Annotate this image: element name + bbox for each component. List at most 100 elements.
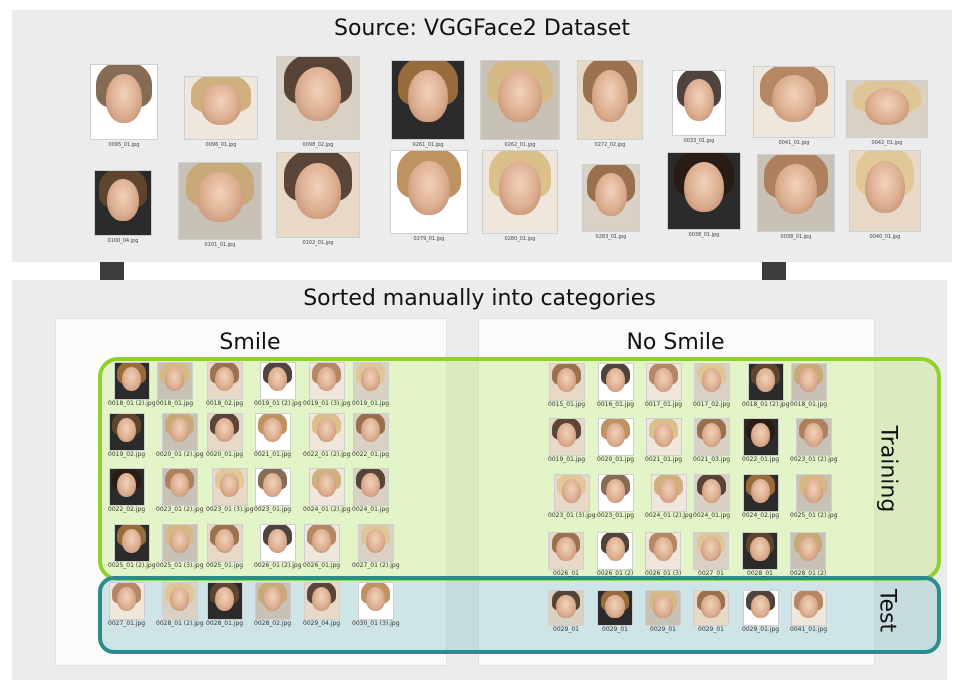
face-photo-icon bbox=[308, 362, 345, 400]
face-photo-icon bbox=[276, 56, 360, 140]
image-filename: 0021_01.jpg bbox=[645, 456, 683, 463]
training-label: Training bbox=[875, 425, 901, 513]
face-photo-icon bbox=[276, 152, 360, 238]
image-filename: 0024_02.jpg bbox=[742, 512, 780, 519]
face-photo-icon bbox=[352, 413, 389, 451]
face-photo-icon bbox=[693, 363, 730, 401]
image-filename: 0101_01.jpg bbox=[204, 242, 236, 248]
face-photo-icon bbox=[693, 474, 730, 512]
face-photo-icon bbox=[548, 532, 584, 570]
image-filename: 0018_02.jpg bbox=[206, 400, 244, 407]
image-filename: 0021_03.jpg bbox=[693, 456, 731, 463]
image-thumbnail: 0022_01.jpg bbox=[742, 418, 779, 463]
image-filename: 0018_01.jpg bbox=[156, 400, 194, 407]
image-thumbnail: 0020_01.jpg bbox=[206, 413, 243, 458]
face-photo-icon bbox=[597, 532, 634, 570]
image-thumbnail: 0030_01 (3).jpg bbox=[352, 582, 400, 627]
image-thumbnail: 0024_01.jpg bbox=[352, 468, 389, 513]
image-thumbnail: 0283_01.jpg bbox=[582, 164, 640, 240]
image-thumbnail: 0017_02.jpg bbox=[693, 363, 730, 408]
image-thumbnail: 0028_01 (2).jpg bbox=[156, 582, 204, 627]
image-filename: 0019_01.jpg bbox=[352, 400, 390, 407]
image-filename: 0100_04.jpg bbox=[107, 238, 139, 244]
face-photo-icon bbox=[645, 418, 682, 456]
image-filename: 0019_01.jpg bbox=[548, 456, 586, 463]
image-thumbnail: 0272_02.jpg bbox=[577, 60, 643, 148]
image-filename: 0102_01.jpg bbox=[302, 240, 334, 246]
image-filename: 0283_01.jpg bbox=[595, 234, 627, 240]
image-thumbnail: 0029_01 bbox=[597, 590, 633, 633]
image-filename: 0040_01.jpg bbox=[869, 234, 901, 240]
image-filename: 0033_01.jpg bbox=[683, 138, 715, 144]
image-thumbnail: 0028_02.jpg bbox=[254, 582, 291, 627]
image-thumbnail: 0040_01.jpg bbox=[849, 150, 921, 240]
image-filename: 0098_02.jpg bbox=[302, 142, 334, 148]
image-filename: 0018_01 (2).jpg bbox=[742, 401, 790, 408]
image-filename: 0029_01.jpg bbox=[742, 626, 780, 633]
image-filename: 0261_01.jpg bbox=[412, 142, 444, 148]
face-photo-icon bbox=[795, 474, 832, 512]
face-photo-icon bbox=[357, 524, 394, 562]
image-thumbnail: 0020_01.jpg bbox=[597, 418, 634, 463]
face-photo-icon bbox=[742, 474, 779, 512]
image-thumbnail: 0041_01.jpg bbox=[790, 590, 827, 633]
face-photo-icon bbox=[161, 524, 198, 562]
face-photo-icon bbox=[553, 474, 590, 512]
image-thumbnail: 0280_01.jpg bbox=[482, 150, 558, 242]
image-thumbnail: 0025_01 (2).jpg bbox=[790, 474, 838, 519]
image-filename: 0038_01.jpg bbox=[780, 234, 812, 240]
face-photo-icon bbox=[254, 413, 291, 451]
face-photo-icon bbox=[597, 590, 633, 626]
image-thumbnail: 0033_01.jpg bbox=[672, 70, 726, 144]
image-thumbnail: 0024_01 (2).jpg bbox=[645, 474, 693, 519]
image-filename: 0025_01 (2).jpg bbox=[790, 512, 838, 519]
image-thumbnail: 0019_01 (3).jpg bbox=[303, 362, 351, 407]
face-photo-icon bbox=[577, 60, 643, 140]
face-photo-icon bbox=[206, 362, 243, 400]
image-thumbnail: 0016_01.jpg bbox=[597, 363, 634, 408]
image-thumbnail: 0029_01.jpg bbox=[742, 590, 779, 633]
image-thumbnail: 0042_01.jpg bbox=[846, 80, 928, 146]
image-thumbnail: 0019_01 (2).jpg bbox=[254, 362, 302, 407]
face-photo-icon bbox=[390, 150, 468, 234]
face-photo-icon bbox=[308, 468, 345, 506]
face-photo-icon bbox=[790, 363, 827, 401]
face-photo-icon bbox=[108, 413, 145, 451]
image-filename: 0280_01.jpg bbox=[504, 236, 536, 242]
image-thumbnail: 0027_01 bbox=[693, 532, 729, 577]
face-photo-icon bbox=[747, 363, 784, 401]
face-photo-icon bbox=[90, 64, 158, 140]
image-filename: 0026_01.jpg bbox=[303, 562, 341, 569]
image-thumbnail: 0026_01 (2).jpg bbox=[254, 524, 302, 569]
face-photo-icon bbox=[846, 80, 928, 138]
image-thumbnail: 0026_01 bbox=[548, 532, 584, 577]
face-photo-icon bbox=[184, 76, 258, 140]
image-filename: 0027_01 (2).jpg bbox=[352, 562, 400, 569]
image-thumbnail: 0018_01.jpg bbox=[790, 363, 827, 408]
image-thumbnail: 0017_01.jpg bbox=[645, 363, 682, 408]
face-photo-icon bbox=[308, 413, 345, 451]
face-photo-icon bbox=[548, 363, 585, 401]
image-filename: 0030_01 (3).jpg bbox=[352, 620, 400, 627]
face-photo-icon bbox=[352, 468, 389, 506]
image-filename: 0016_01.jpg bbox=[597, 401, 635, 408]
face-photo-icon bbox=[254, 582, 291, 620]
image-filename: 0025_01 (2).jpg bbox=[108, 562, 156, 569]
face-photo-icon bbox=[161, 582, 198, 620]
image-filename: 0023_01.jpg bbox=[254, 506, 292, 513]
image-thumbnail: 0261_01.jpg bbox=[391, 60, 465, 148]
source-title: Source: VGGFace2 Dataset bbox=[333, 16, 630, 41]
face-photo-icon bbox=[178, 162, 262, 240]
image-filename: 0262_01.jpg bbox=[504, 142, 536, 148]
face-photo-icon bbox=[672, 70, 726, 136]
image-filename: 0020_01.jpg bbox=[206, 451, 244, 458]
image-filename: 0029_01 bbox=[553, 626, 579, 633]
face-photo-icon bbox=[211, 468, 248, 506]
face-photo-icon bbox=[108, 582, 145, 620]
image-filename: 0023_01 (3).jpg bbox=[206, 506, 254, 513]
image-filename: 0023_01 (2).jpg bbox=[156, 506, 204, 513]
image-thumbnail: 0100_04.jpg bbox=[94, 170, 152, 244]
image-thumbnail: 0018_02.jpg bbox=[206, 362, 243, 407]
image-thumbnail: 0029_01 bbox=[693, 590, 729, 633]
face-photo-icon bbox=[693, 418, 730, 456]
